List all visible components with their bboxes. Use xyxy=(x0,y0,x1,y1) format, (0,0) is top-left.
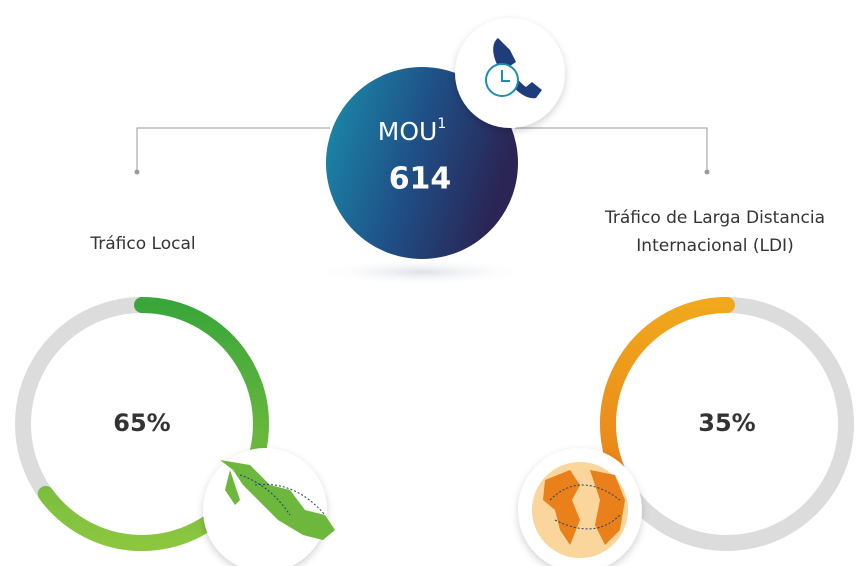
mou-label: MOU1 xyxy=(378,116,446,146)
donut-value-label: 35% xyxy=(698,409,755,437)
connectors xyxy=(136,127,708,172)
donut-title: Tráfico de Larga Distancia xyxy=(604,208,825,228)
phone-icon xyxy=(455,18,565,128)
globe xyxy=(518,448,642,566)
donut-value-label: 65% xyxy=(113,409,170,437)
dot xyxy=(704,169,710,175)
donut-title: Internacional (LDI) xyxy=(636,236,793,256)
shadow xyxy=(312,258,532,286)
mou-value: 614 xyxy=(389,162,452,197)
mexico-map xyxy=(203,448,335,566)
donut-title: Tráfico Local xyxy=(89,234,195,254)
donut-arc xyxy=(600,297,735,502)
mou-circle xyxy=(326,67,518,259)
dot xyxy=(134,169,140,175)
